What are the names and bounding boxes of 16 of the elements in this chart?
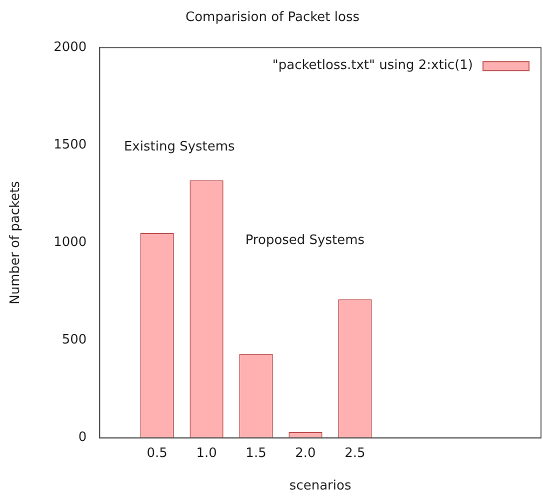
x-tick-label: 1.5 (246, 446, 266, 461)
x-tick-label: 0.5 (146, 446, 168, 461)
y-tick-label: 500 (62, 332, 87, 348)
y-tick-label: 1000 (54, 235, 87, 250)
legend-label: "packetloss.txt" using 2:xtic(1) (272, 58, 473, 73)
y-tick-label: 2000 (54, 40, 87, 55)
chart-title: Comparision of Packet loss (185, 10, 360, 26)
x-tick-label: 2.0 (295, 446, 316, 461)
y-tick-label: 0 (78, 430, 87, 446)
annotation: Existing Systems (124, 139, 236, 154)
y-axis-title: Number of packets (8, 180, 24, 304)
x-tick-label: 1.0 (196, 446, 217, 461)
y-tick-label: 1500 (54, 138, 87, 153)
annotation: Proposed Systems (245, 233, 365, 248)
x-axis-title: scenarios (289, 478, 352, 494)
x-tick-label: 2.5 (344, 446, 366, 461)
